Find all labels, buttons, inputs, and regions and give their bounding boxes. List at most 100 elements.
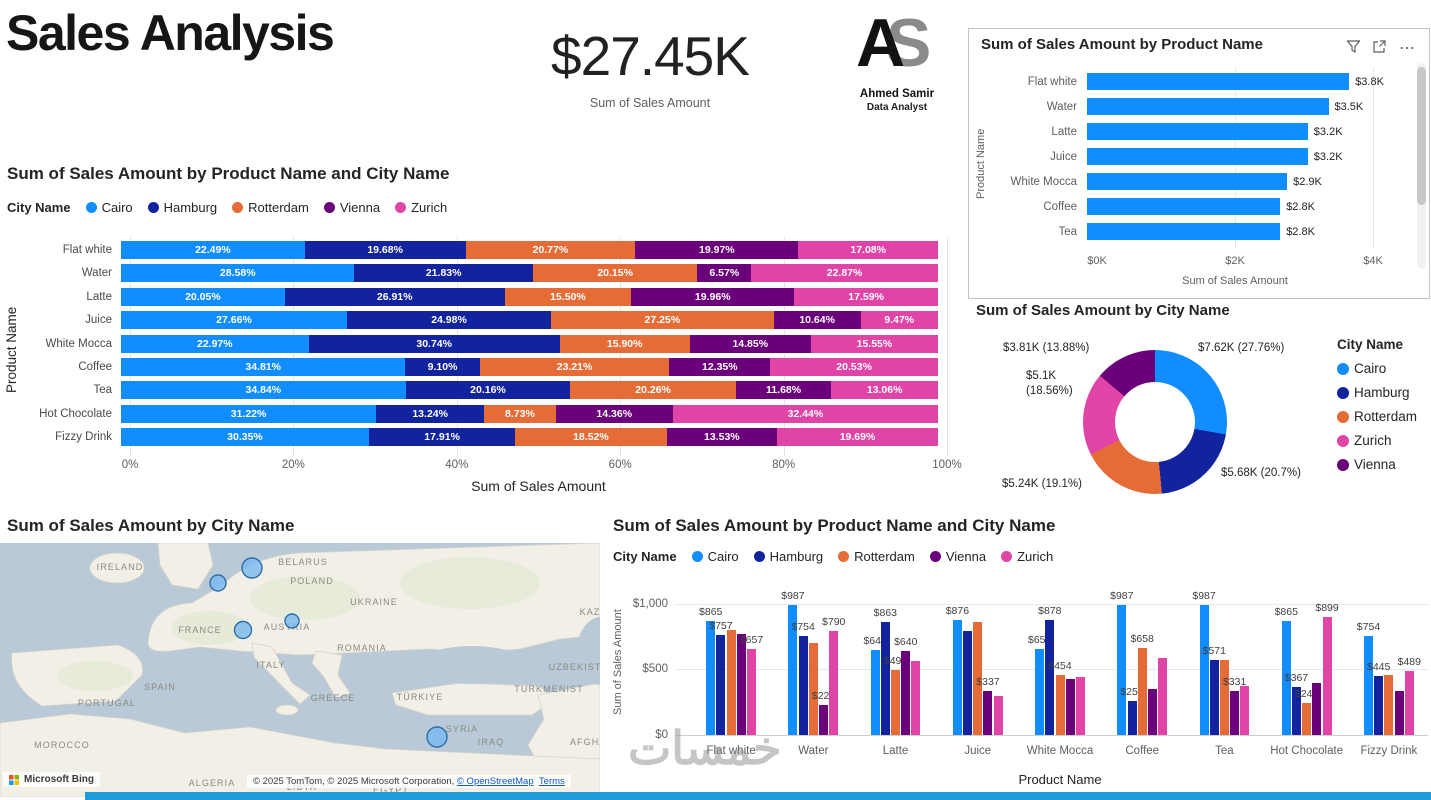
stacked-segment-zurich[interactable]: 17.08%: [798, 241, 938, 259]
filter-icon[interactable]: [1346, 40, 1361, 58]
legend-item-vienna[interactable]: Vienna: [323, 200, 380, 215]
legend-item-hamburg[interactable]: Hamburg: [753, 549, 823, 564]
legend-item-zurich[interactable]: Zurich: [1337, 433, 1392, 448]
stacked-segment-zurich[interactable]: 13.06%: [831, 381, 938, 400]
terms-link[interactable]: Terms: [538, 776, 565, 787]
column-hamburg[interactable]: [880, 621, 890, 735]
stacked-segment-rotterdam[interactable]: 27.25%: [551, 311, 774, 330]
stacked-segment-cairo[interactable]: 30.35%: [121, 428, 369, 447]
column-hamburg[interactable]: [963, 630, 973, 735]
column-cairo[interactable]: [952, 619, 962, 735]
stacked-segment-zurich[interactable]: 22.87%: [751, 264, 938, 283]
stacked-segment-hamburg[interactable]: 26.91%: [284, 287, 505, 306]
legend-item-cairo[interactable]: Cairo: [85, 200, 133, 215]
stacked-segment-rotterdam[interactable]: 18.52%: [515, 428, 667, 447]
bar-juice[interactable]: [1087, 148, 1308, 165]
column-cairo[interactable]: [706, 621, 716, 735]
legend-item-zurich[interactable]: Zurich: [395, 200, 447, 215]
column-hamburg[interactable]: [1209, 659, 1219, 735]
column-rotterdam[interactable]: [973, 621, 983, 735]
column-vienna[interactable]: [1230, 691, 1240, 735]
stacked-segment-vienna[interactable]: 19.96%: [631, 287, 795, 306]
column-cairo[interactable]: [870, 650, 880, 735]
stacked-segment-zurich[interactable]: 15.55%: [810, 334, 938, 353]
column-vienna[interactable]: [1065, 679, 1075, 735]
stacked-segment-cairo[interactable]: 28.58%: [121, 264, 355, 283]
stacked-segment-vienna[interactable]: 6.57%: [697, 264, 752, 283]
stacked-segment-hamburg[interactable]: 21.83%: [354, 264, 533, 283]
stacked-segment-hamburg[interactable]: 20.16%: [405, 381, 571, 400]
column-rotterdam[interactable]: [726, 629, 736, 735]
stacked-segment-zurich[interactable]: 19.69%: [777, 428, 938, 447]
column-vienna[interactable]: [736, 634, 746, 735]
stacked-segment-cairo[interactable]: 20.05%: [121, 287, 285, 306]
legend-item-rotterdam[interactable]: Rotterdam: [232, 200, 309, 215]
legend-item-vienna[interactable]: Vienna: [1337, 457, 1396, 472]
column-vienna[interactable]: [901, 650, 911, 735]
stacked-segment-rotterdam[interactable]: 15.90%: [559, 334, 690, 353]
bar-white-mocca[interactable]: [1087, 173, 1288, 190]
map-city-bubble-zurich[interactable]: [233, 620, 253, 640]
more-options-icon[interactable]: ⋯: [1399, 40, 1415, 57]
map-city-bubble-cairo[interactable]: [426, 726, 448, 748]
column-cairo[interactable]: [788, 605, 798, 735]
column-rotterdam[interactable]: [1384, 674, 1394, 735]
column-zurich[interactable]: [1158, 658, 1168, 735]
bar-flat-white[interactable]: [1087, 73, 1350, 90]
column-vienna[interactable]: [819, 705, 829, 735]
column-zurich[interactable]: [993, 695, 1003, 735]
column-zurich[interactable]: [911, 660, 921, 735]
column-zurich[interactable]: [1075, 676, 1085, 735]
column-vienna[interactable]: [983, 690, 993, 735]
stacked-segment-zurich[interactable]: 17.59%: [794, 287, 938, 306]
legend-item-rotterdam[interactable]: Rotterdam: [838, 549, 915, 564]
column-zurich[interactable]: [1322, 616, 1332, 735]
stacked-segment-zurich[interactable]: 20.53%: [770, 357, 938, 376]
column-zurich[interactable]: [1240, 686, 1250, 735]
column-zurich[interactable]: [1404, 670, 1414, 735]
column-cairo[interactable]: [1199, 605, 1209, 735]
bar-coffee[interactable]: [1087, 198, 1281, 215]
stacked-segment-hamburg[interactable]: 19.68%: [304, 241, 466, 259]
column-rotterdam[interactable]: [1219, 659, 1229, 735]
map-city-bubble-hamburg[interactable]: [241, 557, 263, 579]
legend-item-rotterdam[interactable]: Rotterdam: [1337, 409, 1417, 424]
map-city-bubble-vienna[interactable]: [284, 613, 300, 629]
column-zurich[interactable]: [747, 648, 756, 735]
legend-item-cairo[interactable]: Cairo: [1337, 361, 1386, 376]
bottom-scrollbar[interactable]: [85, 792, 1431, 800]
stacked-segment-hamburg[interactable]: 17.91%: [368, 428, 516, 447]
stacked-segment-hamburg[interactable]: 9.10%: [405, 357, 480, 376]
bar-latte[interactable]: [1087, 123, 1308, 140]
column-cairo[interactable]: [1035, 648, 1045, 735]
stacked-segment-rotterdam[interactable]: 15.50%: [504, 287, 632, 306]
column-vienna[interactable]: [1147, 688, 1157, 735]
stacked-segment-rotterdam[interactable]: 20.26%: [570, 381, 736, 400]
stacked-segment-cairo[interactable]: 34.81%: [121, 357, 406, 376]
column-vienna[interactable]: [1394, 690, 1404, 735]
column-rotterdam[interactable]: [808, 643, 818, 735]
stacked-segment-rotterdam[interactable]: 23.21%: [479, 357, 670, 376]
stacked-segment-cairo[interactable]: 31.22%: [121, 404, 377, 423]
stacked-segment-cairo[interactable]: 34.84%: [121, 381, 406, 400]
stacked-segment-zurich[interactable]: 9.47%: [860, 311, 938, 330]
map-visual[interactable]: IRELAND BELARUS POLAND UKRAINE KAZ FRANCE AUST…: [0, 542, 625, 798]
column-zurich[interactable]: [829, 631, 839, 735]
column-cairo[interactable]: [1363, 635, 1373, 735]
popout-icon[interactable]: [1373, 40, 1386, 58]
map-city-bubble-rotterdam[interactable]: [209, 574, 227, 592]
stacked-segment-vienna[interactable]: 13.53%: [666, 428, 778, 447]
column-rotterdam[interactable]: [1055, 675, 1065, 735]
scrollbar-thumb[interactable]: [1417, 67, 1426, 205]
column-hamburg[interactable]: [716, 635, 726, 735]
column-hamburg[interactable]: [1374, 676, 1384, 735]
stacked-segment-cairo[interactable]: 22.97%: [121, 334, 309, 353]
stacked-segment-cairo[interactable]: 27.66%: [121, 311, 347, 330]
column-hamburg[interactable]: [1045, 619, 1055, 735]
stacked-segment-vienna[interactable]: 12.35%: [669, 357, 771, 376]
legend-item-zurich[interactable]: Zurich: [1001, 549, 1053, 564]
stacked-segment-rotterdam[interactable]: 20.77%: [465, 241, 636, 259]
stacked-segment-hamburg[interactable]: 13.24%: [376, 404, 485, 423]
stacked-segment-rotterdam[interactable]: 20.15%: [532, 264, 698, 283]
stacked-segment-hamburg[interactable]: 30.74%: [308, 334, 560, 353]
